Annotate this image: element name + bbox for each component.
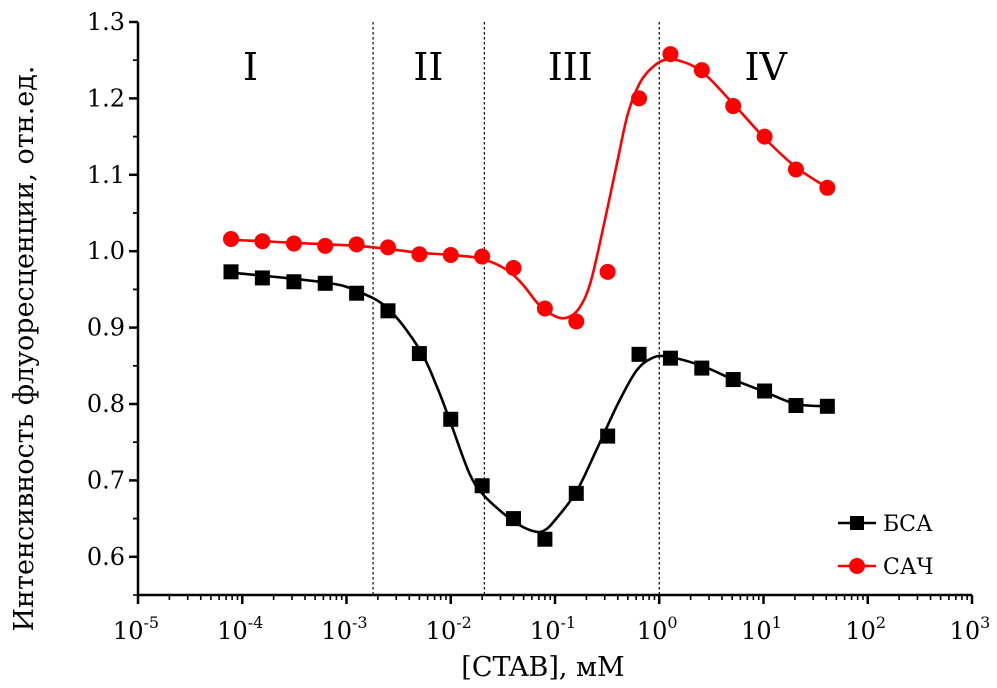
series-2-point bbox=[379, 239, 396, 256]
series-1-point bbox=[537, 531, 553, 547]
legend-label-2: САЧ bbox=[883, 555, 934, 580]
series-2-point bbox=[348, 236, 365, 253]
axes: 10-5 10-4 10-3 10-2 10-1 100 101 102 103 0.6 0.7 0.… bbox=[9, 8, 990, 683]
series-2-point bbox=[223, 230, 240, 247]
series-2-point bbox=[568, 313, 585, 330]
y-tick-label: 0.8 bbox=[87, 390, 125, 418]
series-2-point bbox=[285, 235, 302, 252]
y-tick-label: 0.9 bbox=[87, 314, 125, 342]
series-2-point bbox=[662, 46, 679, 63]
series-2-point bbox=[317, 237, 334, 254]
legend-label-1: БСА bbox=[883, 512, 933, 537]
series-2-point bbox=[819, 179, 836, 196]
plot-area: I II III IV bbox=[223, 22, 836, 595]
x-tick-label: 10-5 bbox=[113, 613, 159, 645]
x-tick-label: 10-2 bbox=[426, 613, 472, 645]
series-1-point bbox=[443, 411, 459, 427]
series-2-point bbox=[693, 62, 710, 79]
region-label-1: I bbox=[243, 45, 258, 89]
y-tick-label: 1.3 bbox=[87, 8, 125, 36]
legend-marker-1 bbox=[850, 516, 864, 530]
series-1-point bbox=[694, 360, 710, 376]
series-2-point bbox=[442, 247, 459, 264]
series-1-line bbox=[230, 271, 828, 534]
series-1-point bbox=[380, 303, 396, 319]
series-1-point bbox=[631, 346, 647, 362]
legend: БСА САЧ bbox=[838, 512, 934, 580]
series-1-point bbox=[725, 372, 741, 388]
series-1-point bbox=[788, 398, 804, 414]
series-2-point bbox=[756, 128, 773, 145]
x-tick-label: 103 bbox=[950, 613, 991, 645]
series-2-point bbox=[536, 300, 553, 317]
series-1-point bbox=[223, 264, 239, 280]
series-1-point bbox=[600, 428, 616, 444]
series-1-point bbox=[317, 275, 333, 291]
series-1-point bbox=[254, 270, 270, 286]
y-tick-label: 1.1 bbox=[87, 161, 125, 189]
series-2-point bbox=[411, 246, 428, 263]
y-axis-title: Интенсивность флуоресценции, отн.ед. bbox=[9, 66, 40, 632]
region-label-3: III bbox=[548, 45, 593, 89]
series-2-point bbox=[474, 248, 491, 265]
region-label-4: IV bbox=[744, 45, 787, 89]
x-tick-label: 10-4 bbox=[217, 613, 263, 645]
x-tick-label: 101 bbox=[741, 613, 782, 645]
series-1-point bbox=[506, 511, 522, 527]
y-tick-label: 1.2 bbox=[87, 84, 125, 112]
y-tick-label: 1.0 bbox=[87, 237, 125, 265]
series-1-point bbox=[474, 478, 490, 494]
x-tick-label: 10-1 bbox=[530, 613, 576, 645]
series-1-point bbox=[286, 274, 302, 290]
series-2-point bbox=[254, 233, 271, 250]
series-2-point bbox=[787, 161, 804, 178]
series-2-point bbox=[631, 90, 648, 107]
x-tick-label: 102 bbox=[845, 613, 886, 645]
series-2-point bbox=[725, 98, 742, 115]
series-2-point bbox=[599, 263, 616, 280]
series-1-point bbox=[568, 485, 584, 501]
legend-marker-2 bbox=[849, 558, 865, 574]
series-2-point bbox=[505, 260, 522, 277]
series-1-point bbox=[757, 383, 773, 399]
series-1-point bbox=[411, 346, 427, 362]
region-label-2: II bbox=[413, 45, 443, 89]
x-tick-label: 10-3 bbox=[321, 613, 367, 645]
series-1-point bbox=[819, 398, 835, 414]
series-1-point bbox=[349, 285, 365, 301]
series-1-point bbox=[662, 350, 678, 366]
y-tick-label: 0.6 bbox=[87, 543, 125, 571]
y-tick-label: 0.7 bbox=[87, 466, 125, 494]
x-axis-title: [CTAB], мМ bbox=[461, 652, 624, 683]
x-tick-label: 100 bbox=[637, 613, 678, 645]
